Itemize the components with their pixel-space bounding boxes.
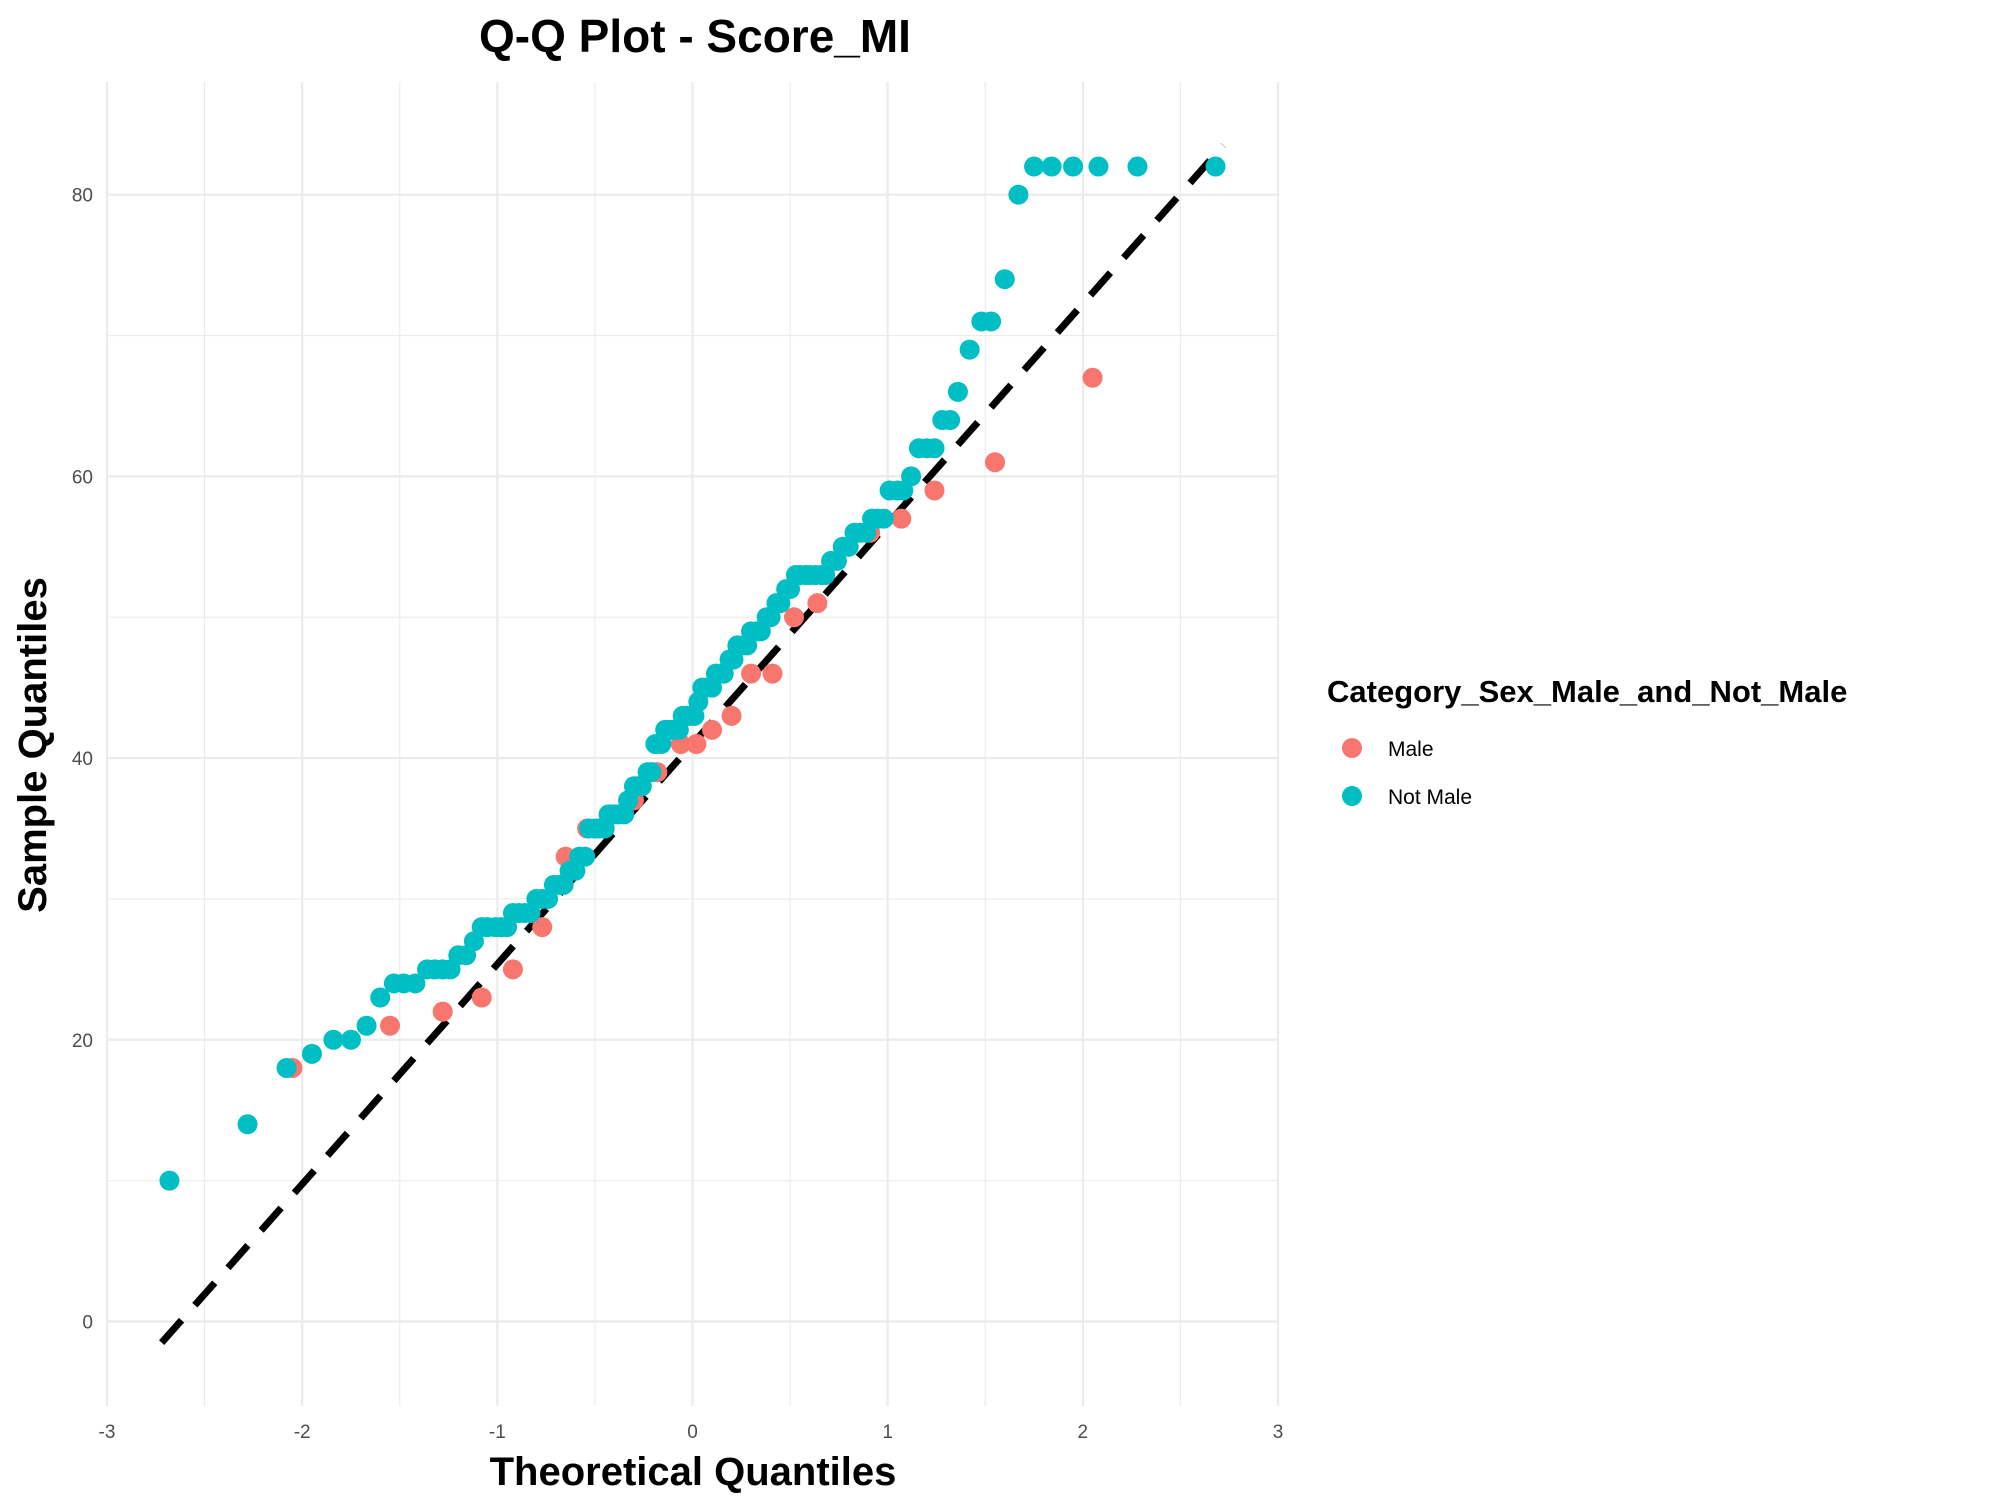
x-tick-label: -1 [489, 1422, 506, 1443]
points [159, 156, 1226, 1191]
point-male [807, 593, 828, 614]
point-not-male [237, 1114, 258, 1135]
point-not-male [641, 762, 662, 783]
legend-key-male [1342, 738, 1362, 758]
point-not-male [947, 381, 968, 402]
y-tick-label: 0 [82, 1312, 93, 1333]
point-male [502, 959, 523, 980]
point-not-male [1041, 156, 1062, 177]
point-not-male [323, 1029, 344, 1050]
x-tick-label: 3 [1273, 1422, 1284, 1443]
point-not-male [1205, 156, 1226, 177]
x-tick-label: -3 [99, 1422, 116, 1443]
point-not-male [940, 410, 961, 431]
point-male [783, 607, 804, 628]
legend-title: Category_Sex_Male_and_Not_Male [1327, 674, 1847, 709]
x-axis-title: Theoretical Quantiles [490, 1450, 897, 1494]
y-tick-label: 60 [72, 467, 93, 488]
point-not-male [1008, 184, 1029, 205]
point-not-male [1063, 156, 1084, 177]
point-male [762, 663, 783, 684]
point-not-male [575, 846, 596, 867]
y-tick-label: 40 [72, 749, 93, 770]
point-not-male [276, 1057, 297, 1078]
point-not-male [159, 1170, 180, 1191]
y-tick-label: 20 [72, 1031, 93, 1052]
point-not-male [1127, 156, 1148, 177]
point-not-male [370, 987, 391, 1008]
point-male [379, 1015, 400, 1036]
legend-label: Not Male [1388, 786, 1472, 809]
point-not-male [873, 508, 894, 529]
x-tick-label: 2 [1078, 1422, 1089, 1443]
point-not-male [924, 438, 945, 459]
y-tick-label: 80 [72, 186, 93, 207]
legend-label: Male [1388, 738, 1434, 761]
point-male [924, 480, 945, 501]
point-male [532, 917, 553, 938]
point-male [1082, 367, 1103, 388]
y-axis-title: Sample Quantiles [11, 577, 55, 913]
point-male [985, 452, 1006, 473]
point-male [741, 663, 762, 684]
point-male [891, 508, 912, 529]
grid [105, 82, 1280, 1406]
point-not-male [981, 311, 1002, 332]
legend-key-not-male [1342, 786, 1362, 806]
point-not-male [356, 1015, 377, 1036]
x-tick-label: 1 [882, 1422, 893, 1443]
x-tick-label: 0 [687, 1422, 698, 1443]
point-male [686, 734, 707, 754]
x-tick-labels: -3 -2 -1 0 1 2 3 [99, 1422, 1284, 1443]
point-male [702, 719, 723, 740]
point-not-male [405, 973, 426, 994]
point-not-male [1088, 156, 1109, 177]
point-not-male [301, 1043, 322, 1064]
chart-title: Q-Q Plot - Score_MI [479, 10, 911, 62]
point-male [721, 705, 742, 726]
point-not-male [994, 269, 1015, 290]
point-not-male [959, 339, 980, 360]
y-tick-labels: 0 20 40 60 80 [72, 186, 93, 1334]
point-not-male [1024, 156, 1045, 177]
point-not-male [340, 1029, 361, 1050]
x-tick-label: -2 [294, 1422, 311, 1443]
point-not-male [901, 466, 922, 487]
legend: Category_Sex_Male_and_Not_Male Male Not M… [1327, 674, 1847, 809]
point-male [471, 987, 492, 1008]
point-male [432, 1001, 453, 1022]
